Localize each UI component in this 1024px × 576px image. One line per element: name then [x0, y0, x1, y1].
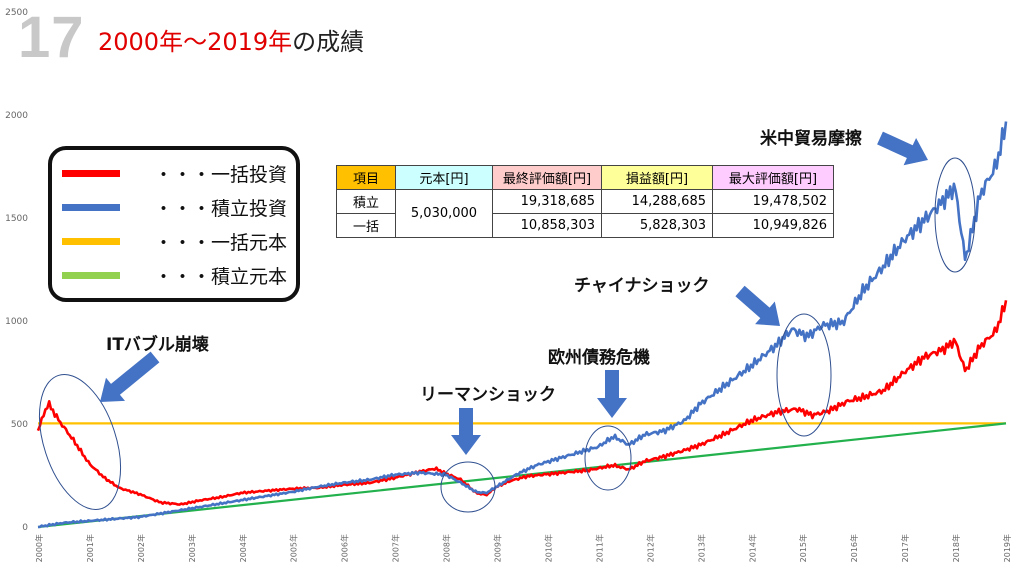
x-tick-label: 2000年	[34, 534, 44, 562]
x-tick-label: 2006年	[340, 534, 350, 562]
annotation-lehman: リーマンショック	[420, 385, 556, 405]
annotation-china: チャイナショック	[574, 276, 710, 296]
y-tick-label: 1500	[5, 214, 28, 224]
table-cell-final: 19,318,685	[492, 189, 602, 214]
highlight-ellipse	[39, 374, 121, 510]
table-header-principal: 元本[円]	[395, 165, 493, 190]
series-line-3	[37, 422, 1007, 529]
annotation-us-china: 米中貿易摩擦	[760, 129, 862, 149]
highlight-ellipse	[440, 461, 496, 513]
x-tick-label: 2003年	[187, 534, 197, 562]
arrow-icon	[877, 131, 928, 166]
legend: ・・・一括投資 ・・・積立投資 ・・・一括元本 ・・・積立元本	[48, 146, 300, 302]
legend-label: ・・・積立元本	[154, 266, 288, 288]
annotation-euro: 欧州債務危機	[548, 348, 650, 368]
table-cell-final: 10,858,303	[492, 213, 602, 238]
x-tick-label: 2014年	[747, 534, 757, 562]
x-tick-label: 2007年	[391, 534, 401, 562]
x-tick-label: 2009年	[493, 534, 503, 562]
x-tick-label: 2001年	[85, 534, 95, 562]
legend-swatch	[62, 272, 120, 279]
legend-label: ・・・一括元本	[154, 232, 288, 254]
x-tick-label: 2019年	[1002, 534, 1012, 562]
chart-callouts	[39, 131, 976, 513]
x-tick-label: 2018年	[951, 534, 961, 562]
summary-table: 項目 元本[円] 最終評価額[円] 損益額[円] 最大評価額[円] 積立 5,0…	[336, 165, 834, 238]
legend-swatch	[62, 204, 120, 211]
x-tick-label: 2015年	[798, 534, 808, 562]
series-line-1	[37, 121, 1008, 529]
x-tick-label: 2010年	[543, 534, 553, 562]
x-tick-label: 2012年	[645, 534, 655, 562]
legend-swatch	[62, 238, 120, 245]
y-tick-label: 2500	[5, 8, 28, 18]
legend-item-lump-principal: ・・・一括元本	[62, 228, 298, 256]
x-tick-label: 2013年	[696, 534, 706, 562]
table-header-row: 項目 元本[円] 最終評価額[円] 損益額[円] 最大評価額[円]	[336, 165, 834, 190]
x-tick-label: 2004年	[238, 534, 248, 562]
chart-axes: 0 500 1000 1500 2000 2500 2000年 2001年 2002年 2003年…	[5, 8, 1012, 562]
table-header-profit: 損益額[円]	[601, 165, 713, 190]
table-header-item: 項目	[336, 165, 396, 190]
slide-title-highlight: 2000年～2019年	[98, 28, 293, 56]
y-tick-label: 1000	[5, 317, 28, 327]
y-tick-label: 2000	[5, 111, 28, 121]
legend-item-lump-sum: ・・・一括投資	[62, 160, 298, 188]
series-line-0	[36, 300, 1008, 506]
legend-label: ・・・積立投資	[154, 198, 288, 220]
table-cell-max: 19,478,502	[712, 189, 834, 214]
highlight-ellipse	[584, 425, 632, 491]
highlight-ellipse	[776, 313, 832, 437]
y-tick-label: 0	[22, 523, 28, 533]
arrow-icon	[735, 285, 780, 326]
x-tick-label: 2017年	[900, 534, 910, 562]
chart-series	[36, 121, 1008, 529]
table-cell-label: 積立	[336, 189, 396, 214]
y-tick-label: 500	[11, 420, 28, 430]
table-cell-profit: 5,828,303	[601, 213, 713, 238]
x-tick-label: 2008年	[442, 534, 452, 562]
table-row: 一括 10,858,303 5,828,303 10,949,826	[336, 213, 834, 238]
x-tick-label: 2016年	[849, 534, 859, 562]
table-cell-label: 一括	[336, 213, 396, 238]
table-cell-principal: 5,030,000	[395, 189, 493, 238]
x-tick-label: 2002年	[136, 534, 146, 562]
highlight-ellipse	[934, 157, 976, 273]
table-row: 積立 5,030,000 19,318,685 14,288,685 19,47…	[336, 189, 834, 238]
x-tick-label: 2011年	[594, 534, 604, 562]
table-header-final: 最終評価額[円]	[492, 165, 602, 190]
slide-title: 2000年～2019年の成績	[98, 22, 364, 57]
table-cell-max: 10,949,826	[712, 213, 834, 238]
slide-number: 17	[18, 5, 85, 70]
legend-item-dca-principal: ・・・積立元本	[62, 262, 298, 290]
arrow-icon	[451, 408, 481, 455]
x-tick-label: 2005年	[289, 534, 299, 562]
arrow-icon	[100, 351, 160, 402]
legend-item-dca: ・・・積立投資	[62, 194, 298, 222]
table-cell-profit: 14,288,685	[601, 189, 713, 214]
slide-title-rest: の成績	[292, 28, 365, 56]
arrow-icon	[597, 370, 627, 418]
table-header-max: 最大評価額[円]	[712, 165, 834, 190]
legend-label: ・・・一括投資	[154, 164, 288, 186]
annotation-it-bubble: ITバブル崩壊	[106, 335, 209, 355]
legend-swatch	[62, 170, 120, 177]
